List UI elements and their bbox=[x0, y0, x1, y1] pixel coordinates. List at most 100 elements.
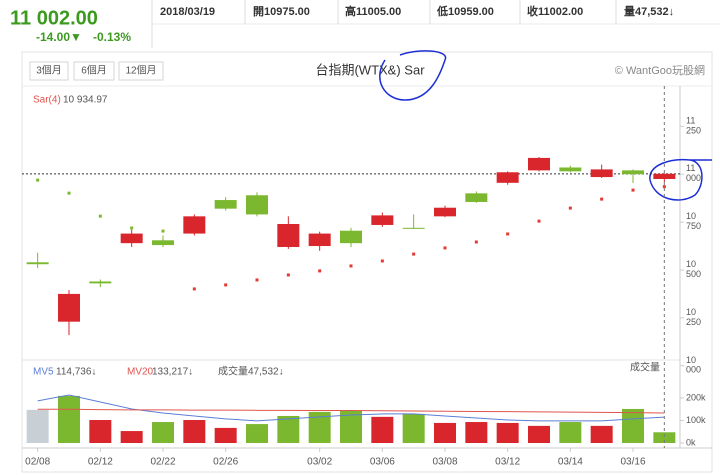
sar-dot bbox=[568, 206, 572, 210]
x-tick-label: 03/08 bbox=[432, 457, 457, 468]
volume-bar bbox=[89, 420, 112, 443]
volume-bar bbox=[308, 411, 331, 443]
sar-dot bbox=[506, 232, 510, 236]
sar-dot bbox=[380, 259, 384, 263]
sar-dot bbox=[349, 264, 353, 268]
panel bbox=[21, 51, 713, 473]
price: 11 002.00 bbox=[10, 7, 98, 29]
legend-name: 成交量 bbox=[218, 365, 248, 378]
ma-line bbox=[37, 408, 665, 414]
x-tick-label: 02/08 bbox=[25, 457, 50, 468]
high: 高11005.00 bbox=[345, 4, 401, 18]
sar-dot bbox=[224, 283, 228, 287]
x-tick-label: 02/26 bbox=[213, 457, 238, 468]
sar-dot bbox=[600, 197, 604, 201]
y-tick-label: 10 250 bbox=[686, 307, 701, 327]
candle-body bbox=[528, 157, 550, 171]
volume-bar bbox=[559, 422, 582, 443]
volume-bar bbox=[402, 413, 425, 443]
x-tick-label: 02/12 bbox=[88, 457, 113, 468]
volume-bar bbox=[340, 411, 362, 443]
x-tick-label: 03/06 bbox=[370, 457, 395, 468]
sar-dot bbox=[67, 191, 71, 195]
volume-bar bbox=[528, 425, 550, 443]
sar-dot bbox=[537, 219, 541, 223]
scribble bbox=[649, 158, 712, 201]
legend-name: MV5 bbox=[33, 367, 54, 378]
candle-body bbox=[402, 227, 425, 229]
scribble bbox=[379, 50, 447, 101]
sar-name: Sar(4) bbox=[33, 95, 61, 106]
sar-dot bbox=[36, 178, 40, 182]
sar-dot bbox=[98, 214, 102, 218]
y-tick-label: 10 500 bbox=[686, 259, 701, 279]
x-tick-label: 02/22 bbox=[150, 457, 175, 468]
candle-body bbox=[120, 233, 143, 244]
sar-dot bbox=[412, 252, 416, 256]
candle-body bbox=[434, 207, 456, 217]
volume-bar bbox=[590, 425, 613, 443]
button[interactable] bbox=[73, 61, 115, 81]
change: -14.00▼ bbox=[36, 30, 82, 44]
candle-body bbox=[58, 293, 80, 322]
sar-value: 10 934.97 bbox=[63, 95, 108, 106]
candle-body bbox=[590, 169, 613, 178]
candle-body bbox=[496, 172, 519, 183]
button-label[interactable]: 12個月 bbox=[125, 64, 156, 77]
x-tick-label: 03/16 bbox=[620, 457, 645, 468]
legend-value: 114,736↓ bbox=[56, 367, 96, 378]
candle-body bbox=[277, 224, 300, 247]
button[interactable] bbox=[29, 61, 69, 81]
x-tick-label: 03/14 bbox=[558, 457, 583, 468]
volume-title: 成交量 bbox=[630, 361, 660, 374]
button-label[interactable]: 3個月 bbox=[36, 64, 62, 77]
candle-body bbox=[465, 193, 488, 202]
legend-value: 133,217↓ bbox=[152, 367, 193, 378]
volume-bar bbox=[26, 409, 49, 443]
candle-body bbox=[183, 216, 206, 234]
legend-value: 47,532↓ bbox=[248, 367, 284, 378]
y-tick-label: 0k bbox=[686, 437, 696, 447]
volume-bar bbox=[371, 416, 394, 443]
volume-bar bbox=[214, 427, 237, 443]
volume-bar bbox=[277, 415, 300, 443]
sar-dot bbox=[443, 246, 447, 250]
volume-bar bbox=[152, 422, 174, 443]
volume-bar bbox=[58, 395, 80, 443]
copyright: © WantGoo玩股網 bbox=[615, 63, 705, 77]
date: 2018/03/19 bbox=[160, 6, 215, 18]
button-label[interactable]: 6個月 bbox=[81, 64, 107, 77]
sar-dot bbox=[192, 287, 196, 291]
y-tick-label: 11 250 bbox=[686, 116, 701, 136]
y-tick-label: 100k bbox=[686, 415, 706, 425]
candle-body bbox=[559, 167, 582, 172]
volume-bar bbox=[465, 422, 488, 443]
candle-body bbox=[26, 262, 49, 265]
volume-bar bbox=[246, 424, 268, 443]
chart-title: 台指期(WTX&) Sar bbox=[315, 62, 425, 77]
volume-bar bbox=[622, 408, 644, 443]
y-tick-label: 10 000 bbox=[686, 355, 701, 375]
sar-dot bbox=[318, 269, 322, 273]
volume-bar bbox=[496, 422, 519, 443]
candle-body bbox=[246, 195, 268, 215]
volume-bar bbox=[183, 420, 206, 443]
sar-dot bbox=[255, 278, 259, 282]
volume-bar bbox=[120, 431, 143, 443]
y-tick-label: 10 750 bbox=[686, 212, 701, 232]
button[interactable] bbox=[118, 61, 164, 81]
close: 收11002.00 bbox=[527, 4, 583, 18]
legend-name: MV20 bbox=[127, 367, 154, 378]
candle-body bbox=[653, 173, 676, 179]
sar-dot bbox=[631, 188, 635, 192]
open: 開10975.00 bbox=[253, 5, 310, 18]
sar-dot bbox=[161, 229, 165, 233]
candle-body bbox=[308, 233, 331, 247]
change-pct: -0.13% bbox=[93, 30, 131, 44]
candle-body bbox=[89, 281, 112, 284]
x-tick-label: 03/12 bbox=[495, 457, 520, 468]
low: 低10959.00 bbox=[436, 4, 494, 18]
candle-body bbox=[622, 170, 644, 175]
candle-body bbox=[340, 230, 362, 244]
